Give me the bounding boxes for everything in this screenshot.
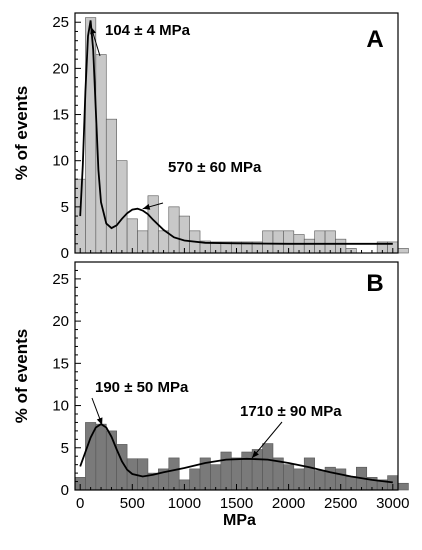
x-tick-label: 1000 — [168, 495, 201, 512]
histogram-bar — [210, 464, 222, 491]
y-axis-label: % of events — [12, 86, 31, 180]
histogram-bar — [137, 458, 149, 491]
panel-label: A — [366, 26, 383, 53]
histogram-bar — [116, 160, 128, 254]
histogram-bar — [293, 468, 305, 491]
x-axis-label: MPa — [223, 512, 256, 529]
x-tick-label: 3000 — [376, 495, 409, 512]
histogram-bar — [303, 457, 315, 491]
panel-label: B — [366, 270, 383, 297]
annotation-arrowhead — [142, 203, 151, 210]
y-tick-label: 20 — [52, 313, 69, 330]
y-tick-label: 0 — [61, 482, 69, 499]
annotation-arrowhead — [252, 450, 259, 458]
histogram-bar — [262, 230, 274, 254]
histogram-bar — [126, 218, 138, 254]
peak-annotation: 190 ± 50 MPa — [95, 379, 189, 396]
y-tick-label: 10 — [52, 398, 69, 415]
histogram-bar — [272, 230, 284, 254]
fit-curve — [79, 423, 393, 484]
peak-annotation: 104 ± 4 MPa — [105, 22, 191, 39]
histogram-bar — [324, 230, 336, 254]
peak-annotation: 1710 ± 90 MPa — [240, 403, 342, 420]
y-tick-label: 5 — [61, 440, 69, 457]
x-tick-label: 2500 — [324, 495, 357, 512]
annotation-arrowhead — [96, 417, 103, 425]
x-tick-label: 2000 — [272, 495, 305, 512]
histogram-bar — [314, 230, 326, 254]
histogram-bar — [85, 422, 97, 491]
y-tick-label: 25 — [52, 271, 69, 288]
histogram-bar — [105, 118, 117, 254]
y-tick-label: 0 — [61, 245, 69, 262]
histogram-bar — [168, 457, 180, 491]
annotation-arrowhead — [90, 26, 96, 35]
x-tick-label: 500 — [120, 495, 145, 512]
x-tick-label: 1500 — [220, 495, 253, 512]
histogram-bar — [397, 248, 409, 254]
peak-annotation: 570 ± 60 MPa — [168, 159, 262, 176]
annotation-arrow — [251, 421, 283, 459]
panel-a: 0 5 10 15 20 25 % of events A 104 ± 4 MPa 570 ± 6… — [12, 12, 409, 262]
y-tick-label: 15 — [52, 107, 69, 124]
y-tick-label: 10 — [52, 153, 69, 170]
y-tick-label: 25 — [52, 14, 69, 31]
histogram-bar — [189, 468, 201, 491]
histogram-bar — [262, 443, 274, 491]
histogram-bar — [137, 230, 149, 254]
histogram-bar — [241, 451, 253, 491]
histogram-bar — [105, 430, 117, 491]
y-tick-label: 20 — [52, 60, 69, 77]
histogram-bar — [95, 423, 107, 491]
histogram-bar — [220, 451, 232, 491]
y-axis-label: % of events — [12, 329, 31, 423]
y-tick-label: 5 — [61, 199, 69, 216]
histogram-bar — [397, 482, 409, 491]
panel-b: 0 5 10 15 20 25 % of events B 190 ± 50 MPa 1710 ±… — [12, 261, 409, 499]
histogram-bar — [158, 230, 170, 254]
y-tick-label: 15 — [52, 355, 69, 372]
histogram-bar — [168, 206, 180, 254]
x-tick-label: 0 — [76, 495, 84, 512]
histogram-bar — [178, 215, 190, 254]
x-axis: 0 500 1000 1500 2000 2500 3000 MPa — [76, 248, 409, 529]
